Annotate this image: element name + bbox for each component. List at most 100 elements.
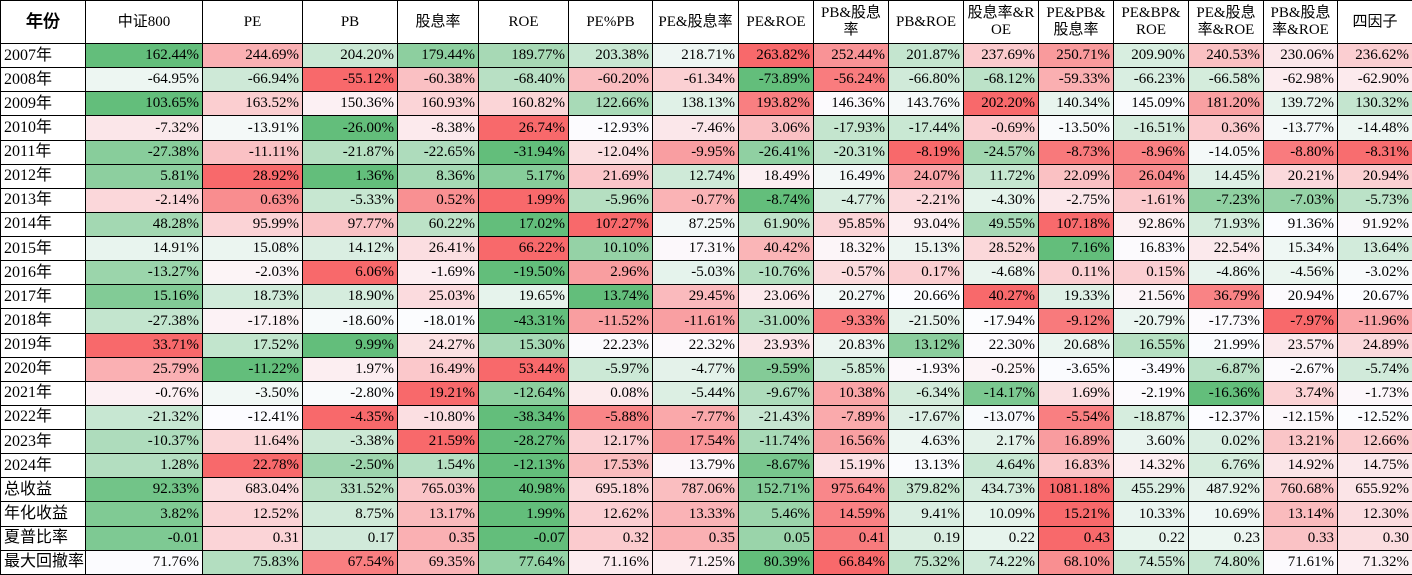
value-cell: 26.41% — [397, 235, 479, 262]
value-cell: 19.65% — [478, 284, 569, 310]
value-cell: -18.01% — [397, 308, 479, 334]
value-cell: -17.94% — [963, 308, 1039, 334]
value-cell: 138.13% — [652, 91, 739, 117]
row-label: 2009年 — [0, 91, 86, 117]
value-cell: -31.00% — [738, 308, 814, 334]
value-cell: -4.77% — [813, 187, 889, 213]
value-cell: 0.63% — [202, 187, 303, 213]
value-cell: -1.93% — [888, 356, 964, 382]
value-cell: 201.87% — [888, 42, 964, 69]
row-label: 2013年 — [0, 187, 86, 213]
table-row-2008年: 2008年 -64.95% -66.94% -55.12% -60.38% -68.40%… — [0, 67, 1412, 93]
table-row-2017年: 2017年 15.16% 18.73% 18.90% 25.03% 19.65% 13.74… — [0, 284, 1412, 310]
value-cell: 15.19% — [813, 453, 889, 479]
value-cell: 15.21% — [1038, 501, 1114, 527]
value-cell: 252.44% — [813, 42, 889, 69]
value-cell: -5.54% — [1038, 404, 1114, 431]
value-cell: 181.20% — [1188, 91, 1264, 117]
value-cell: -73.89% — [738, 67, 814, 93]
value-cell: -17.73% — [1188, 308, 1264, 334]
value-cell: -8.19% — [888, 139, 964, 165]
value-cell: -9.33% — [813, 308, 889, 334]
column-header-PE%PB: PE%PB — [568, 0, 653, 44]
row-label: 2024年 — [0, 453, 86, 479]
value-cell: 77.64% — [478, 549, 569, 575]
value-cell: 13.64% — [1337, 235, 1412, 262]
value-cell: -17.93% — [813, 115, 889, 141]
value-cell: -7.32% — [85, 115, 203, 141]
value-cell: -0.57% — [813, 260, 889, 286]
value-cell: 22.54% — [1188, 235, 1264, 262]
value-cell: -13.27% — [85, 260, 203, 286]
value-cell: -8.73% — [1038, 139, 1114, 165]
row-label: 2011年 — [0, 139, 86, 165]
value-cell: 95.85% — [813, 211, 889, 238]
value-cell: -11.96% — [1337, 308, 1412, 334]
value-cell: 0.11% — [1038, 260, 1114, 286]
value-cell: -0.01 — [85, 525, 203, 551]
value-cell: -3.65% — [1038, 356, 1114, 382]
value-cell: 13.79% — [652, 453, 739, 479]
value-cell: 16.83% — [1113, 235, 1189, 262]
value-cell: 15.08% — [202, 235, 303, 262]
value-cell: 40.98% — [478, 477, 569, 503]
value-cell: -1.73% — [1337, 380, 1412, 406]
row-label: 2022年 — [0, 404, 86, 431]
column-header-PB&股息率: PB&股息率 — [813, 0, 889, 44]
value-cell: 434.73% — [963, 477, 1039, 503]
value-cell: -6.34% — [888, 380, 964, 406]
value-cell: 20.94% — [1337, 163, 1412, 189]
row-label: 2016年 — [0, 260, 86, 286]
value-cell: 29.45% — [652, 284, 739, 310]
table-row-2020年: 2020年 25.79% -11.22% 1.97% 16.49% 53.44% -5.97… — [0, 356, 1412, 382]
value-cell: -0.07 — [478, 525, 569, 551]
value-cell: 1.99% — [478, 187, 569, 213]
value-cell: 20.94% — [1263, 284, 1338, 310]
value-cell: -10.76% — [738, 260, 814, 286]
value-cell: -21.50% — [888, 308, 964, 334]
value-cell: -3.38% — [302, 428, 398, 455]
value-cell: 16.56% — [813, 428, 889, 455]
value-cell: -12.64% — [478, 380, 569, 406]
table-row-年化收益: 年化收益 3.82% 12.52% 8.75% 13.17% 1.99% 12.62% 13.… — [0, 501, 1412, 527]
value-cell: -13.50% — [1038, 115, 1114, 141]
value-cell: 74.55% — [1113, 549, 1189, 575]
value-cell: 71.93% — [1188, 211, 1264, 238]
value-cell: 26.04% — [1113, 163, 1189, 189]
value-cell: 97.77% — [302, 211, 398, 238]
value-cell: 20.83% — [813, 332, 889, 358]
value-cell: -18.60% — [302, 308, 398, 334]
value-cell: -11.74% — [738, 428, 814, 455]
table-row-2012年: 2012年 5.81% 28.92% 1.36% 8.36% 5.17% 21.69% 12.… — [0, 163, 1412, 189]
value-cell: 16.49% — [397, 356, 479, 382]
value-cell: 14.59% — [813, 501, 889, 527]
value-cell: -4.68% — [963, 260, 1039, 286]
value-cell: 14.32% — [1113, 453, 1189, 479]
value-cell: -2.19% — [1113, 380, 1189, 406]
value-cell: 23.06% — [738, 284, 814, 310]
value-cell: -27.38% — [85, 308, 203, 334]
value-cell: 5.81% — [85, 163, 203, 189]
value-cell: 10.38% — [813, 380, 889, 406]
value-cell: 760.68% — [1263, 477, 1338, 503]
value-cell: 189.77% — [478, 42, 569, 69]
value-cell: 24.07% — [888, 163, 964, 189]
value-cell: 71.16% — [568, 549, 653, 575]
value-cell: 6.06% — [302, 260, 398, 286]
value-cell: 24.27% — [397, 332, 479, 358]
table-row-2022年: 2022年 -21.32% -12.41% -4.35% -10.80% -38.34% -… — [0, 404, 1412, 431]
value-cell: 17.52% — [202, 332, 303, 358]
value-cell: 14.12% — [302, 235, 398, 262]
value-cell: -24.57% — [963, 139, 1039, 165]
value-cell: 12.74% — [652, 163, 739, 189]
value-cell: 1.97% — [302, 356, 398, 382]
value-cell: -9.67% — [738, 380, 814, 406]
value-cell: -5.88% — [568, 404, 653, 431]
value-cell: 12.17% — [568, 428, 653, 455]
value-cell: -8.67% — [738, 453, 814, 479]
year-column-header: 年份 — [0, 0, 86, 44]
value-cell: 787.06% — [652, 477, 739, 503]
value-cell: 203.38% — [568, 42, 653, 69]
value-cell: 10.10% — [568, 235, 653, 262]
value-cell: 17.31% — [652, 235, 739, 262]
